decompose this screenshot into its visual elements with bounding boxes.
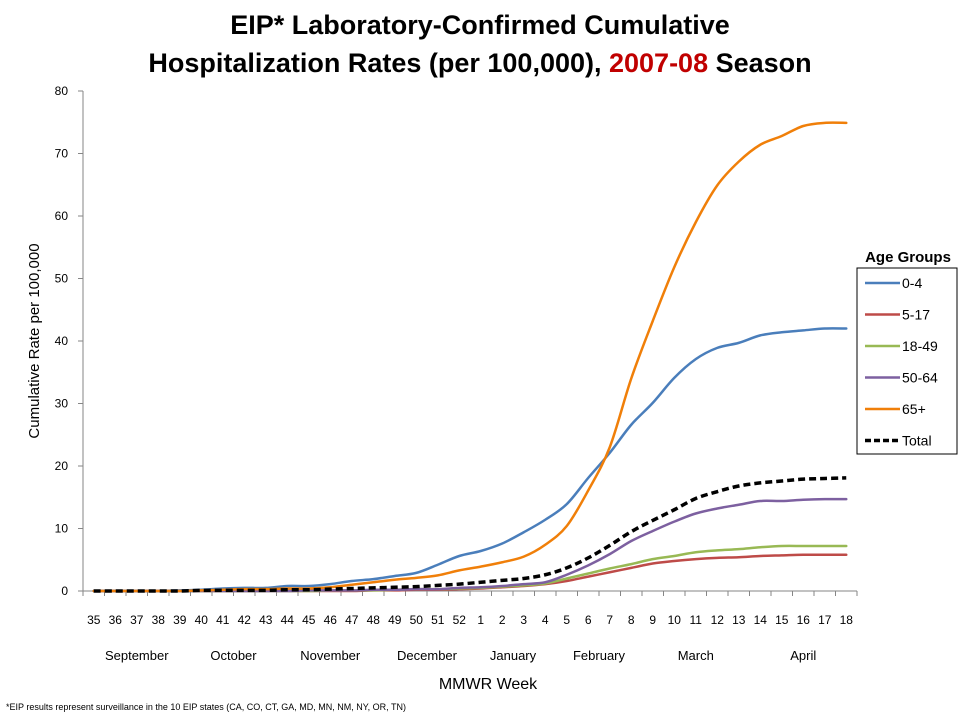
legend-label: 5-17 (902, 307, 930, 323)
y-tick-label: 0 (61, 584, 68, 598)
series-lines (92, 121, 848, 593)
month-label: April (790, 648, 816, 663)
month-label: December (397, 648, 458, 663)
month-label: November (300, 648, 361, 663)
series-line-0-4 (92, 327, 848, 593)
legend-title: Age Groups (865, 249, 951, 266)
x-tick-label: 48 (367, 613, 381, 627)
y-tick-label: 70 (55, 147, 69, 161)
chart-title-line2: Hospitalization Rates (per 100,000), 200… (0, 44, 960, 82)
x-tick-label: 15 (775, 613, 789, 627)
y-tick-label: 50 (55, 272, 69, 286)
x-tick-label: 38 (152, 613, 166, 627)
x-tick-label: 8 (628, 613, 635, 627)
legend: Age Groups 0-4 5-17 18-49 50-64 65+ Total (856, 249, 958, 455)
x-tick-label: 46 (324, 613, 338, 627)
x-tick-label: 14 (754, 613, 768, 627)
x-axis-label: MMWR Week (439, 676, 538, 693)
month-label: February (573, 648, 626, 663)
legend-label: 0-4 (902, 275, 922, 291)
x-tick-label: 16 (797, 613, 811, 627)
x-tick-label: 49 (388, 613, 402, 627)
x-tick-label: 3 (520, 613, 527, 627)
month-label: October (210, 648, 257, 663)
x-tick-label: 6 (585, 613, 592, 627)
legend-label: 50-64 (902, 370, 938, 386)
x-axis-ticks: 35 36 37 38 39 40 41 42 43 44 45 46 47 48 49 50 51 52 1 2 3 4… (82, 591, 858, 627)
y-tick-label: 20 (55, 459, 69, 473)
x-tick-label: 39 (173, 613, 187, 627)
x-tick-label: 2 (499, 613, 506, 627)
x-tick-label: 1 (477, 613, 484, 627)
x-tick-label: 36 (109, 613, 123, 627)
x-tick-label: 43 (259, 613, 273, 627)
month-label: January (490, 648, 537, 663)
x-tick-label: 13 (732, 613, 746, 627)
legend-box (856, 267, 958, 455)
footnote: *EIP results represent surveillance in t… (6, 702, 406, 712)
x-tick-label: 45 (302, 613, 316, 627)
y-axis-ticks: 0 10 20 30 40 50 60 70 80 (55, 84, 83, 598)
x-tick-label: 51 (431, 613, 445, 627)
series-line-Total (93, 476, 847, 593)
y-tick-label: 60 (55, 209, 69, 223)
legend-items: 0-4 5-17 18-49 50-64 65+ Total (865, 275, 938, 449)
chart-title-line1: EIP* Laboratory-Confirmed Cumulative (230, 10, 730, 40)
chart-title-line2-prefix: Hospitalization Rates (per 100,000), (148, 48, 609, 78)
legend-label: 65+ (902, 401, 926, 417)
month-label: September (105, 648, 169, 663)
x-tick-label: 44 (281, 613, 295, 627)
chart-title-line2-suffix: Season (708, 48, 812, 78)
x-tick-label: 12 (711, 613, 725, 627)
x-tick-label: 10 (668, 613, 682, 627)
x-tick-label: 9 (649, 613, 656, 627)
x-tick-label: 47 (345, 613, 359, 627)
x-tick-label: 11 (690, 613, 703, 627)
x-tick-label: 42 (238, 613, 252, 627)
x-tick-label: 4 (542, 613, 549, 627)
series-line-65plus (92, 121, 848, 593)
x-tick-label: 40 (195, 613, 209, 627)
series-line-50-64 (92, 497, 848, 593)
x-tick-label: 52 (453, 613, 467, 627)
x-tick-label: 7 (606, 613, 613, 627)
chart-title-season: 2007-08 (609, 48, 709, 78)
month-label: March (678, 648, 714, 663)
chart-title: EIP* Laboratory-Confirmed Cumulative Hos… (0, 6, 960, 82)
x-tick-label: 37 (130, 613, 144, 627)
y-tick-label: 30 (55, 397, 69, 411)
y-tick-label: 40 (55, 334, 69, 348)
x-tick-label: 50 (410, 613, 424, 627)
y-tick-label: 80 (55, 84, 69, 98)
x-tick-label: 5 (563, 613, 570, 627)
legend-label: 18-49 (902, 338, 938, 354)
series-line-5-17 (92, 553, 848, 593)
x-tick-label: 18 (840, 613, 854, 627)
x-tick-label: 41 (216, 613, 230, 627)
x-tick-label: 17 (818, 613, 832, 627)
month-labels: September October November December January F… (105, 648, 816, 663)
x-tick-label: 35 (87, 613, 101, 627)
y-tick-label: 10 (55, 522, 69, 536)
y-axis-label: Cumulative Rate per 100,000 (26, 243, 43, 438)
legend-label: Total (902, 433, 932, 449)
